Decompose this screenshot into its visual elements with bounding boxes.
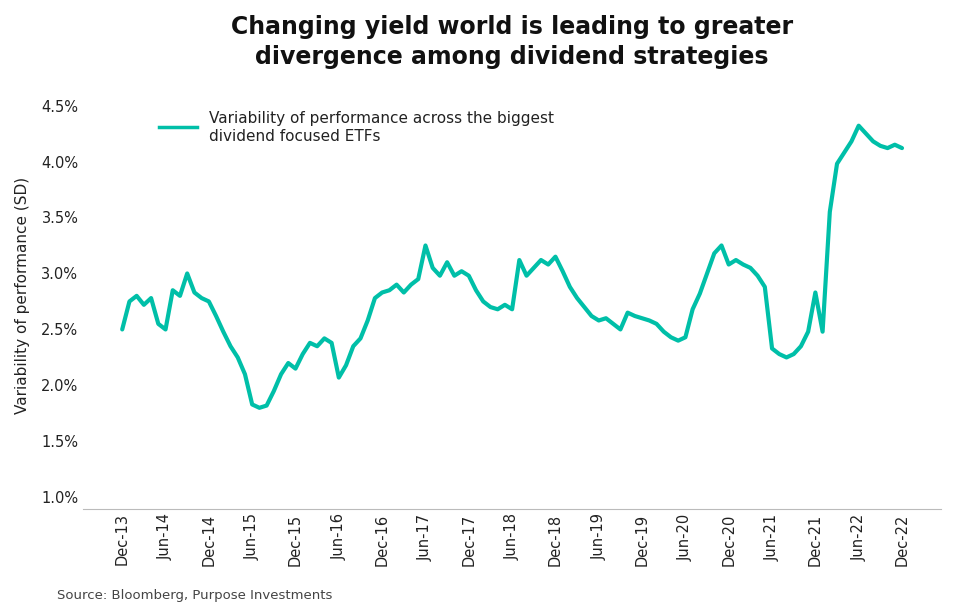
Title: Changing yield world is leading to greater
divergence among dividend strategies: Changing yield world is leading to great…	[231, 15, 793, 69]
Text: Source: Bloomberg, Purpose Investments: Source: Bloomberg, Purpose Investments	[57, 589, 333, 602]
Legend: Variability of performance across the biggest
dividend focused ETFs: Variability of performance across the bi…	[151, 103, 561, 151]
Y-axis label: Variability of performance (SD): Variability of performance (SD)	[15, 177, 30, 414]
